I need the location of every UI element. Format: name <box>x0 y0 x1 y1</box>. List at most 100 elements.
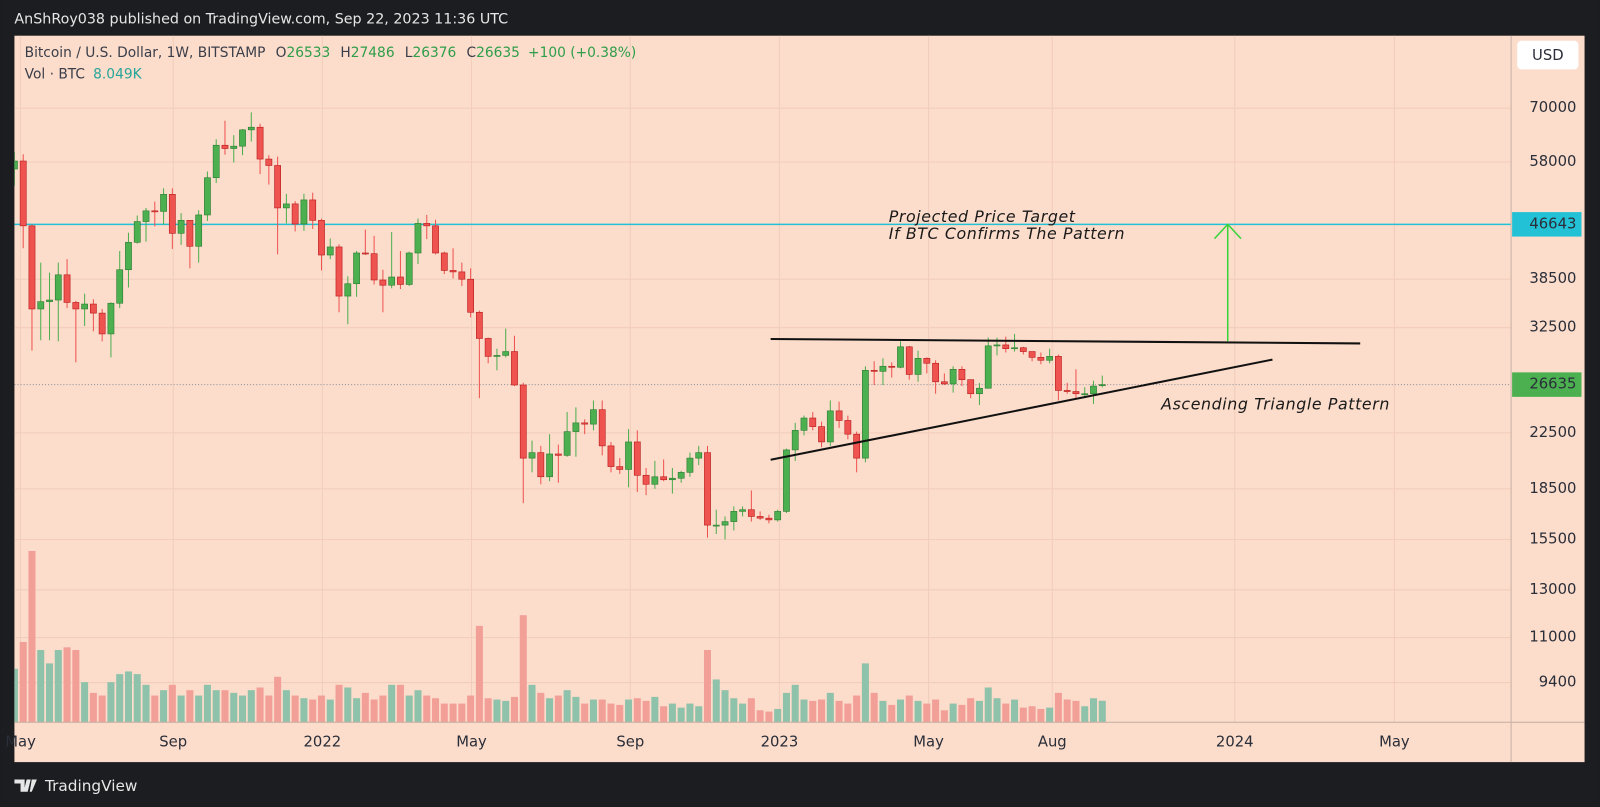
candle-body <box>72 302 80 310</box>
volume-bar <box>616 704 624 723</box>
candle-body <box>212 144 220 179</box>
volume-bar <box>932 699 940 723</box>
volume-bar <box>712 679 720 723</box>
candle-body <box>862 370 869 459</box>
candle-body <box>554 453 562 456</box>
volume-bar <box>668 703 676 723</box>
hline-price-label: 46643 <box>1529 215 1576 232</box>
volume-bar <box>414 690 422 723</box>
candle-body <box>625 441 632 470</box>
volume-bar <box>1046 707 1054 723</box>
volume-bar <box>765 711 773 723</box>
volume-bar <box>396 684 404 723</box>
x-tick-label: May <box>1379 734 1410 751</box>
volume-bar <box>896 699 905 723</box>
candle-body <box>63 274 71 303</box>
currency-button[interactable] <box>1517 40 1579 70</box>
volume-bar <box>782 692 790 723</box>
volume-bar <box>449 703 457 723</box>
candle-body <box>318 220 325 256</box>
candle-body <box>774 511 782 521</box>
volume-bar <box>168 684 176 723</box>
trendline <box>770 358 1273 461</box>
volume-bar <box>686 703 694 723</box>
candle-body <box>274 165 281 209</box>
volume-bar <box>581 703 589 723</box>
candle-body <box>721 521 729 526</box>
volume-bar <box>589 699 597 723</box>
x-tick-label: 2024 <box>1216 734 1254 751</box>
volume-bar <box>677 707 685 723</box>
volume-bar <box>695 706 703 723</box>
candle-body <box>19 160 27 227</box>
candle-body <box>695 452 703 459</box>
y-tick-label: 18500 <box>1529 480 1576 497</box>
candle-body <box>730 511 738 522</box>
volume-bar <box>186 690 194 723</box>
volume-bar <box>203 684 211 723</box>
candle-body <box>449 270 457 273</box>
y-tick-label: 58000 <box>1529 153 1576 170</box>
candle-body <box>712 524 720 527</box>
volume-bar <box>984 687 992 723</box>
candle-body <box>528 452 536 459</box>
trendline <box>770 337 1361 345</box>
y-tick-label: 15500 <box>1529 530 1576 547</box>
volume-bar <box>721 690 729 723</box>
volume-bar <box>19 641 27 723</box>
candle-body <box>476 311 483 339</box>
volume-bar <box>993 698 1001 723</box>
volume-bar <box>546 698 554 723</box>
currency[interactable]: USD <box>1532 47 1564 64</box>
x-tick-label: Sep <box>616 734 644 751</box>
volume-bar <box>791 684 799 723</box>
symbol-legend: Bitcoin / U.S. Dollar, 1W, BITSTAMP O2653… <box>25 45 637 61</box>
volume-bar <box>730 698 738 723</box>
volume-bar <box>309 699 317 723</box>
volume-bar <box>651 696 659 723</box>
candle-body <box>1063 390 1071 392</box>
candle-body <box>361 252 369 255</box>
candle-body <box>783 449 790 512</box>
volume-bar <box>405 695 413 723</box>
volume-bar <box>14 668 18 723</box>
candle-body <box>870 370 878 372</box>
volume-bar <box>528 684 536 723</box>
candle-body <box>283 203 290 209</box>
volume-bar <box>975 700 983 723</box>
candle-body <box>239 129 246 147</box>
volume-bar <box>510 696 518 723</box>
x-tick-label: Aug <box>1038 734 1067 751</box>
candle-body <box>405 252 413 285</box>
volume-bar <box>853 695 861 723</box>
candle-body <box>984 345 992 389</box>
candle-body <box>633 441 641 476</box>
candle-body <box>949 368 957 385</box>
volume-bar <box>800 699 808 723</box>
candle-body <box>1081 393 1089 396</box>
plot <box>14 112 1512 723</box>
volume-bar <box>1063 699 1071 723</box>
volume-bar <box>432 698 440 723</box>
candle-body <box>221 144 229 149</box>
volume-bar <box>291 695 299 723</box>
candle-body <box>537 452 545 478</box>
volume-bar <box>1011 699 1019 723</box>
candle-body <box>37 301 45 310</box>
candle-body <box>651 476 659 485</box>
candle-body <box>186 220 194 247</box>
volume-bar <box>353 698 361 723</box>
volume-legend: Vol · BTC 8.049K <box>25 66 143 82</box>
candle-body <box>923 358 931 364</box>
logo: TradingView <box>14 777 137 795</box>
volume-bar <box>151 695 159 723</box>
candle-body <box>756 516 764 519</box>
candle-body <box>90 303 97 314</box>
volume-bar <box>361 692 369 723</box>
volume-bar <box>598 699 606 723</box>
volume-bar <box>467 695 475 723</box>
volume-bar <box>98 695 106 723</box>
candle-body <box>458 271 466 280</box>
candle-body <box>642 474 650 485</box>
volume-bar <box>809 700 817 723</box>
